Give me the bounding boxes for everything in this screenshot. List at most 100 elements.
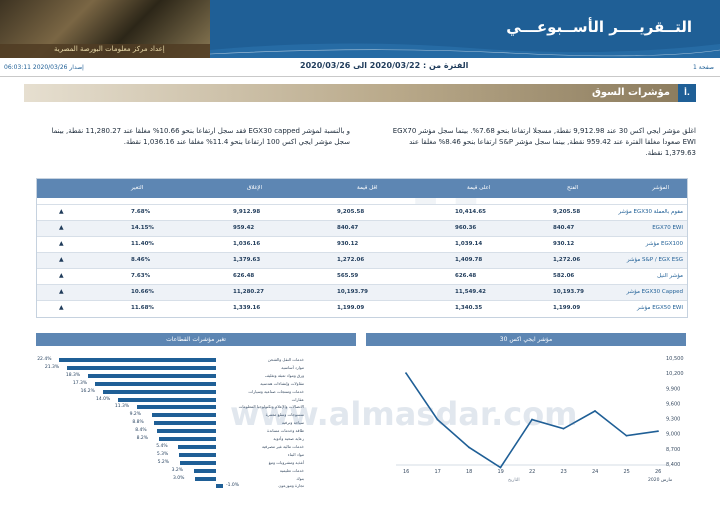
sector-value-label: 5.2% [157, 459, 170, 465]
up-triangle-icon: ▲ [59, 240, 64, 247]
sector-category-label: خدمات ومنتجات صناعية وسيارات [248, 388, 304, 394]
x-tick-label: 24 [592, 469, 598, 475]
up-triangle-icon: ▲ [59, 288, 64, 295]
y-tick-label: 10,200 [666, 371, 684, 377]
header-photo-band [0, 44, 210, 58]
x-tick-label: 17 [435, 469, 441, 475]
index-name: مؤشر EGX30 مقوم بالعملة [618, 209, 683, 215]
y-tick-label: 8,700 [666, 447, 680, 453]
open-value: 10,193.79 [553, 289, 584, 295]
sector-value-label: 16.2% [80, 388, 95, 394]
table-row: مؤشر EGX30 مقوم بالعملة 9,205.58 10,414.… [37, 204, 687, 220]
chart-footnote: مارس 2020 [648, 477, 673, 483]
sector-value-label: 9.2% [129, 412, 142, 418]
sector-value-label: 5.4% [156, 443, 168, 449]
issue-timestamp: إصدار 2020/03/26 06:03:11 [4, 64, 84, 71]
egx30-point [405, 372, 407, 375]
open-value: 930.12 [553, 241, 575, 247]
section-header: أ. مؤشرات السوق [24, 84, 696, 102]
change-value: 10.66% [131, 289, 154, 295]
sector-value-label: 8.2% [136, 436, 149, 441]
egx30-line-chart: 10,500 10,200 9,900 9,600 9,300 9,000 8,700 8,4… [396, 356, 684, 483]
up-triangle-icon: ▲ [59, 304, 64, 311]
egx30-panel-title: مؤشر ايجي اكس 30 [366, 333, 686, 346]
x-tick-label: 23 [561, 469, 567, 475]
section-title: مؤشرات السوق [591, 87, 670, 98]
sector-category-label: طاقة وخدمات مساندة [267, 428, 304, 434]
report-title: التــقريــــر الأســبوعـــي [506, 18, 692, 36]
egx30-point [499, 466, 502, 469]
index-name: EGX70 EWI [652, 225, 683, 231]
sector-category-label: بنوك [296, 475, 304, 481]
low-value: 930.12 [337, 241, 359, 247]
high-value: 1,039.14 [455, 241, 483, 247]
col-header-change: التغير [131, 185, 144, 191]
sector-value-label: 21.3% [44, 364, 60, 370]
sector-category-label: سياحة وترفيه [281, 420, 304, 426]
up-triangle-icon: ▲ [59, 256, 64, 263]
y-tick-label: 10,500 [666, 356, 684, 362]
index-name: مؤشر EGX50 EWI [637, 305, 683, 311]
sector-category-label: خدمات مالية غير مصرفية [261, 443, 304, 449]
sector-bar [178, 452, 216, 457]
sector-bar [195, 476, 216, 481]
sector-bar [158, 437, 216, 441]
report-header: إعداد مركز معلومات البورصة المصرية التــ… [0, 0, 720, 58]
x-tick-label: 26 [655, 469, 661, 475]
egx30-point [468, 446, 470, 449]
sector-category-label: مقاولات وإنشاءات هندسية [260, 380, 304, 386]
egx30-point [594, 410, 596, 412]
y-tick-label: 9,300 [666, 417, 680, 423]
high-value: 10,414.65 [455, 209, 486, 215]
sector-bar [216, 484, 223, 489]
low-value: 10,193.79 [337, 289, 368, 295]
sector-bar [193, 468, 216, 473]
col-header-low: اقل قيمة [357, 185, 378, 191]
indices-table: المؤشر الفتح اعلى قيمة اقل قيمة الإغلاق … [36, 178, 688, 318]
sector-category-label: موارد أساسية [281, 364, 304, 370]
high-value: 11,549.42 [455, 289, 486, 295]
sector-value-label: 8.8% [132, 420, 144, 426]
high-value: 1,409.78 [455, 257, 483, 263]
open-value: 582.06 [553, 273, 575, 279]
col-header-index: المؤشر [652, 185, 669, 191]
sector-category-label: مواد البناء [287, 451, 304, 457]
sector-category-label: رعاية صحية وأدوية [273, 436, 304, 441]
low-value: 9,205.58 [337, 209, 365, 215]
egx30-point [657, 430, 659, 433]
up-triangle-icon: ▲ [59, 208, 64, 215]
sector-value-label: -1.0% [226, 483, 240, 489]
sector-bar [87, 373, 216, 378]
index-name: مؤشر EGX30 Capped [626, 289, 683, 295]
sector-category-label: الاتصالات والإعلام وتكنولوجيا المعلومات [238, 404, 304, 410]
egx30-point [562, 427, 565, 430]
col-header-high: اعلى قيمة [467, 185, 491, 191]
sector-value-label: 11.3% [114, 404, 130, 410]
sector-category-label: تجارة وموزعون [278, 483, 304, 489]
sector-bar [154, 421, 216, 426]
section-number: أ. [678, 84, 696, 102]
high-value: 626.48 [455, 273, 477, 279]
y-tick-label: 9,900 [666, 386, 680, 392]
center-name: إعداد مركز معلومات البورصة المصرية [54, 45, 165, 53]
close-value: 11,280.27 [233, 289, 264, 295]
sector-bar [178, 444, 216, 449]
low-value: 1,272.06 [337, 257, 365, 263]
change-value: 11.68% [131, 305, 154, 311]
sector-value-label: 18.3% [65, 372, 81, 378]
summary-paragraph-left: و بالنسبة لمؤشر EGX30 capped فقد سجل ارت… [51, 127, 350, 146]
header-wave-decoration [210, 43, 720, 58]
index-name: مؤشر S&P / EGX ESG [626, 257, 683, 263]
close-value: 1,379.63 [233, 257, 261, 263]
table-row: مؤشر S&P / EGX ESG 1,272.06 1,409.78 1,2… [37, 252, 687, 268]
table-row: EGX70 EWI 840.47 960.36 840.47 959.42 14… [37, 220, 687, 236]
x-tick-label: 25 [624, 469, 630, 475]
sector-category-label: خدمات تعليمية [279, 467, 304, 473]
sector-bar [59, 358, 216, 362]
sector-bar [136, 405, 216, 410]
sector-category-label: خدمات النقل والشحن [267, 357, 304, 362]
x-tick-label: 19 [498, 469, 504, 475]
y-tick-label: 9,600 [666, 401, 680, 407]
sectors-panel-title: تغير مؤشرات القطاعات [36, 333, 356, 346]
up-triangle-icon: ▲ [59, 272, 64, 279]
